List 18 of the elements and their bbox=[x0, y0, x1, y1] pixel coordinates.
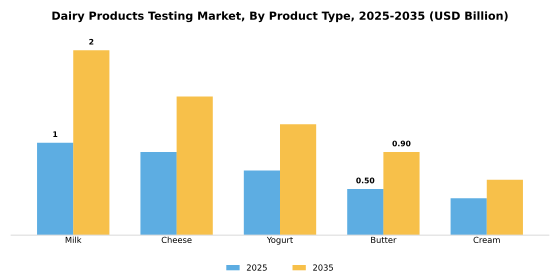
bar bbox=[450, 198, 487, 236]
legend-label: 2035 bbox=[313, 264, 333, 271]
bar bbox=[280, 124, 316, 236]
x-tick-label: Milk bbox=[66, 236, 82, 243]
bar bbox=[140, 152, 177, 236]
legend-label: 2025 bbox=[246, 264, 267, 271]
x-tick-label: Cheese bbox=[162, 236, 192, 244]
bar bbox=[176, 96, 213, 236]
x-tick-label: Yogurt bbox=[266, 236, 293, 245]
bar bbox=[486, 180, 523, 236]
x-tick-label: Cream bbox=[474, 236, 500, 244]
x-tick-label: Butter bbox=[371, 236, 396, 244]
chart-title: Dairy Products Testing Market, By Product Type, 2025-2035 (USD Billion) bbox=[52, 11, 508, 22]
bar bbox=[73, 50, 110, 236]
bar bbox=[383, 152, 420, 236]
bar bbox=[347, 188, 384, 236]
bar bbox=[244, 170, 280, 236]
bar bbox=[37, 142, 74, 236]
